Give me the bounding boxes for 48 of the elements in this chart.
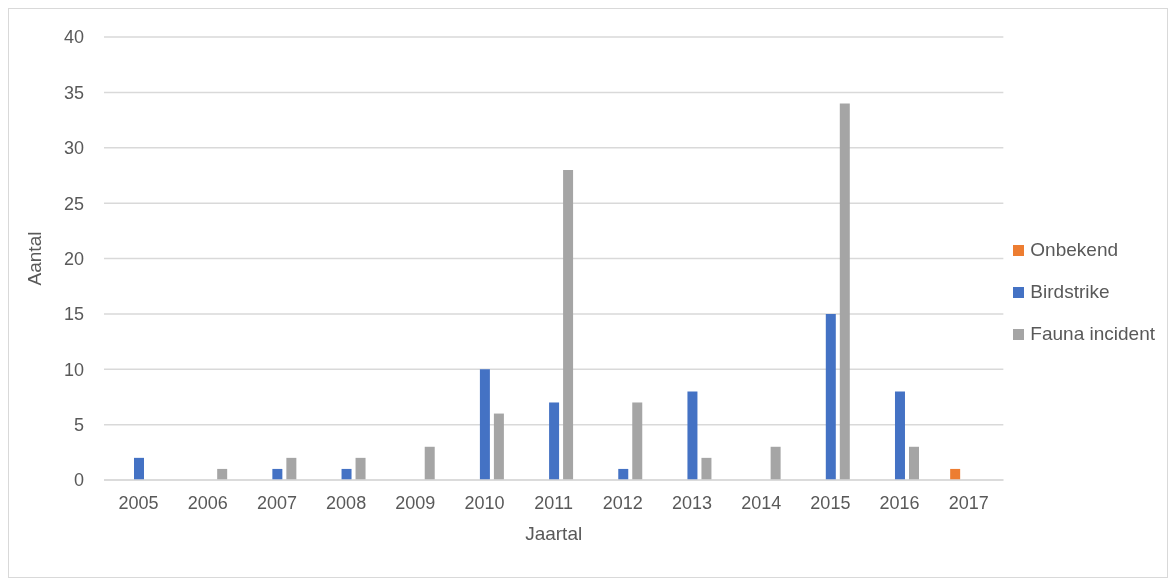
bar bbox=[493, 413, 504, 480]
x-tick-label: 2014 bbox=[741, 492, 782, 513]
x-tick-label: 2007 bbox=[256, 492, 297, 513]
x-tick-label: 2010 bbox=[464, 492, 505, 513]
bar bbox=[341, 468, 352, 480]
legend-label: Onbekend bbox=[1030, 239, 1119, 261]
bar bbox=[479, 369, 490, 480]
x-tick-label: 2005 bbox=[118, 492, 159, 513]
bar bbox=[549, 402, 560, 480]
y-tick-label: 35 bbox=[63, 82, 84, 103]
bar bbox=[272, 468, 283, 480]
bar bbox=[770, 446, 781, 480]
bar bbox=[424, 446, 435, 480]
y-tick-label: 10 bbox=[63, 359, 84, 380]
y-tick-label: 15 bbox=[63, 304, 84, 325]
bar bbox=[134, 457, 144, 480]
x-axis-title: Jaartal bbox=[525, 523, 583, 544]
x-tick-label: 2011 bbox=[534, 492, 574, 513]
bar bbox=[908, 446, 919, 480]
bar bbox=[825, 313, 836, 480]
x-tick-label: 2012 bbox=[602, 492, 643, 513]
bar bbox=[950, 468, 961, 480]
x-tick-label: 2017 bbox=[948, 492, 989, 513]
legend-label: Fauna incident bbox=[1030, 323, 1155, 345]
x-tick-label: 2015 bbox=[810, 492, 851, 513]
x-tick-label: 2016 bbox=[879, 492, 920, 513]
y-tick-label: 0 bbox=[73, 470, 84, 491]
bar bbox=[286, 457, 297, 480]
y-tick-label: 20 bbox=[63, 248, 84, 269]
bar bbox=[839, 103, 850, 480]
x-tick-label: 2006 bbox=[187, 492, 228, 513]
bar bbox=[687, 391, 698, 480]
bar bbox=[618, 468, 629, 480]
y-tick-label: 5 bbox=[73, 415, 84, 436]
y-tick-label: 25 bbox=[63, 193, 84, 214]
y-axis-title: Aantal bbox=[23, 231, 45, 286]
legend-label: Birdstrike bbox=[1030, 281, 1110, 303]
x-tick-label: 2008 bbox=[326, 492, 367, 513]
bar bbox=[701, 457, 712, 480]
x-tick-label: 2009 bbox=[395, 492, 436, 513]
bar bbox=[563, 169, 574, 480]
bar bbox=[632, 402, 643, 480]
bar bbox=[217, 468, 228, 480]
bar bbox=[894, 391, 905, 480]
bar bbox=[355, 457, 366, 480]
y-tick-label: 30 bbox=[63, 138, 84, 159]
y-tick-label: 40 bbox=[63, 27, 84, 48]
x-tick-label: 2013 bbox=[672, 492, 713, 513]
